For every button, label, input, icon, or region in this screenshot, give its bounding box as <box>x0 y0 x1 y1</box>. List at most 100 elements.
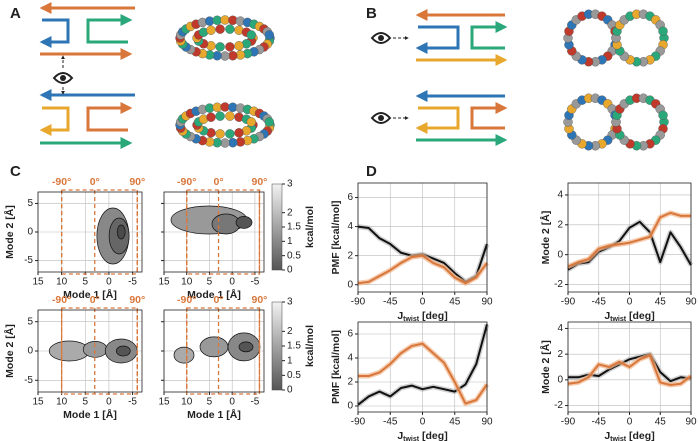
colorbar <box>271 301 283 391</box>
x-tick-label: -90 <box>561 417 576 428</box>
x-axis-label: Mode 1 [Å] <box>63 408 117 421</box>
x-axis-label-part: J <box>604 430 610 441</box>
angle-label: 0° <box>214 176 224 188</box>
x-tick-label: 5 <box>207 397 213 408</box>
atom <box>206 112 216 122</box>
atom <box>215 111 225 121</box>
x-tick-label: -5 <box>250 277 259 288</box>
x-tick-label: -45 <box>592 417 607 428</box>
x-axis-label-part: J <box>397 430 403 441</box>
atom <box>234 128 244 138</box>
colorbar-tick-label: 2 <box>287 326 293 337</box>
x-tick-label: 0 <box>106 277 112 288</box>
panel-label: C <box>10 163 21 180</box>
y-tick-label: 0 <box>557 249 563 260</box>
colorbar-tick-label: 0.5 <box>287 370 301 381</box>
angle-label: 90° <box>129 176 145 188</box>
y-axis-label: PMF [kcal/mol] <box>330 330 342 404</box>
x-axis-label-part: [deg] <box>419 430 448 441</box>
x-tick-label: 15 <box>158 277 170 288</box>
x-tick-label: 0 <box>229 277 235 288</box>
x-tick-label: -45 <box>383 417 398 428</box>
x-axis-label: Jtwist [deg] <box>397 430 447 441</box>
x-tick-label: 0 <box>627 417 633 428</box>
x-tick-label: -45 <box>383 297 398 308</box>
angle-box <box>60 189 138 275</box>
y-tick-label: 4 <box>557 190 563 201</box>
atom <box>264 117 275 127</box>
atom <box>225 111 235 121</box>
plot-frame <box>37 191 143 273</box>
angle-label: 90° <box>129 294 145 306</box>
x-tick-label: 0 <box>420 417 426 428</box>
series-line <box>357 324 488 406</box>
colorbar <box>271 183 283 271</box>
x-tick-label: 5 <box>82 277 88 288</box>
x-tick-label: 15 <box>32 277 44 288</box>
x-axis-label-part: [deg] <box>626 430 655 441</box>
y-tick-label: -2 <box>554 279 563 290</box>
x-axis-label-part: J <box>397 310 403 322</box>
x-tick-label: -90 <box>351 417 366 428</box>
contour-region <box>235 216 253 229</box>
x-axis-label-part: twist <box>610 436 627 441</box>
schematic-a <box>39 1 135 149</box>
x-tick-label: 10 <box>181 397 193 408</box>
x-axis-label-part: twist <box>403 316 420 323</box>
y-tick-label: 0 <box>347 279 353 290</box>
molecule-renderings <box>175 9 669 151</box>
plot-frame <box>567 182 692 293</box>
eye-icon <box>52 55 74 95</box>
x-tick-label: -5 <box>128 277 137 288</box>
colorbar-label: kcal/mol <box>304 206 316 248</box>
y-axis-label: PMF [kcal/mol] <box>330 200 342 274</box>
x-axis-label: Mode 1 [Å] <box>63 288 117 301</box>
colorbar-tick-label: 1 <box>287 236 293 247</box>
y-tick-label: -5 <box>24 375 33 386</box>
atom <box>215 42 225 52</box>
x-tick-label: 0 <box>106 397 112 408</box>
y-axis-label: Mode 2 [Å] <box>539 340 552 394</box>
series-line <box>567 220 692 271</box>
angle-label: 0° <box>214 294 224 306</box>
x-axis-label-part: [deg] <box>626 310 655 322</box>
y-tick-label: 5 <box>27 198 33 209</box>
plot-frame <box>357 321 488 413</box>
atom <box>246 117 257 127</box>
colorbar-tick-label: 3 <box>287 179 293 190</box>
atom <box>658 26 668 36</box>
y-axis-label: Mode 2 [Å] <box>539 211 552 265</box>
y-tick-label: 2 <box>557 219 563 230</box>
y-tick-label: 4 <box>347 221 353 232</box>
y-tick-label: 5 <box>27 316 33 327</box>
x-axis-label: Jtwist [deg] <box>397 310 447 323</box>
panel-label: B <box>366 5 377 22</box>
atom <box>658 110 668 120</box>
x-tick-label: 10 <box>56 397 68 408</box>
y-tick-label: 4 <box>347 353 353 364</box>
colorbar-tick-label: 1.5 <box>287 341 301 352</box>
atom <box>215 129 225 139</box>
y-tick-label: -2 <box>554 400 563 411</box>
angle-label: -90° <box>52 176 71 188</box>
plot-frame <box>357 182 488 293</box>
colorbar-label: kcal/mol <box>304 325 316 367</box>
contour-region <box>238 341 254 353</box>
y-tick-label: 4 <box>557 323 563 334</box>
atom <box>206 25 216 35</box>
plot-frame <box>163 309 265 393</box>
plot-frame <box>37 309 143 393</box>
x-axis-label-part: [deg] <box>419 310 448 322</box>
y-tick-label: 6 <box>347 329 353 340</box>
x-tick-label: 5 <box>82 397 88 408</box>
x-axis-label: Mode 1 [Å] <box>187 408 241 421</box>
schematic-b <box>415 8 508 146</box>
eye-icon <box>370 32 409 124</box>
x-tick-label: 90 <box>481 417 493 428</box>
colorbar-tick-label: 3 <box>287 297 293 308</box>
panel-label: A <box>10 5 21 22</box>
x-tick-label: 90 <box>481 297 493 308</box>
colorbar-tick-label: 0 <box>287 385 293 396</box>
colorbar-tick-label: 0.5 <box>287 250 301 261</box>
